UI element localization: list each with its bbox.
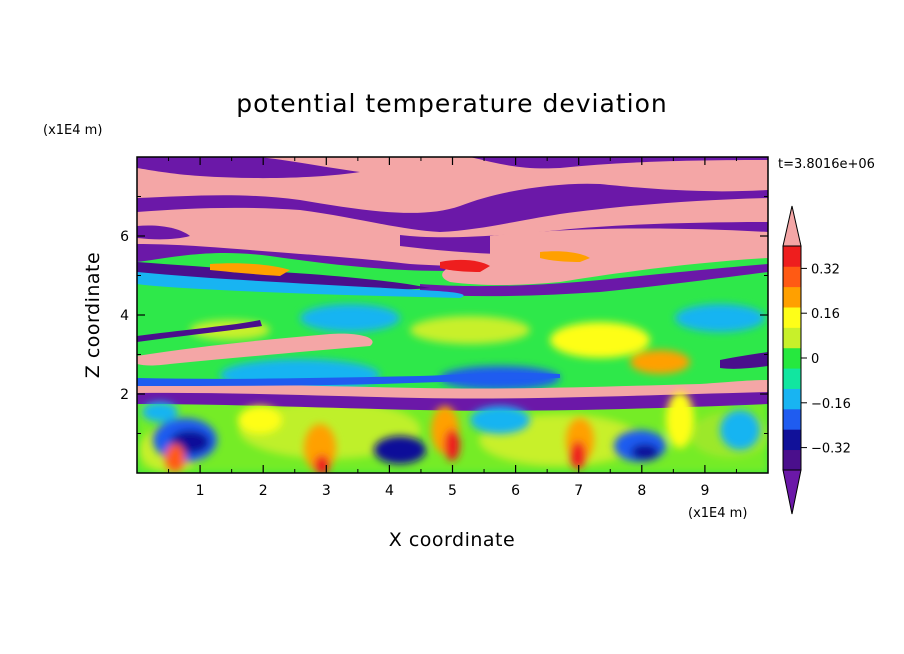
colorbar-band <box>783 388 801 410</box>
x-tick-label: 8 <box>637 483 646 499</box>
x-tick-label: 4 <box>385 483 394 499</box>
x-axis: 1 2 3 4 5 6 7 8 9 <box>168 157 737 499</box>
colorbar-band <box>783 307 801 328</box>
colorbar-tick-label: −0.32 <box>811 442 851 457</box>
colorbar-under-arrow <box>782 469 802 515</box>
colorbar-over-arrow <box>782 205 802 247</box>
x-tick-label: 3 <box>322 483 331 499</box>
x-axis-label: X coordinate <box>389 529 515 551</box>
x-tick-label: 1 <box>196 483 205 499</box>
x-tick-label: 6 <box>511 483 520 499</box>
colorbar-tick-label: 0 <box>811 352 819 367</box>
x-tick-label: 5 <box>448 483 457 499</box>
y-axis-unit: (x1E4 m) <box>43 123 102 138</box>
x-tick-label: 7 <box>574 483 583 499</box>
time-label: t=3.8016e+06 <box>778 157 875 172</box>
x-axis-unit: (x1E4 m) <box>688 506 747 521</box>
colorbar-band <box>783 347 801 369</box>
x-tick-label: 9 <box>700 483 709 499</box>
colorbar-band <box>783 266 801 288</box>
x-tick-label: 2 <box>259 483 268 499</box>
chart-title: potential temperature deviation <box>236 89 667 118</box>
colorbar: 0.32 0.16 0 −0.16 −0.32 <box>782 205 851 515</box>
y-tick-label: 2 <box>120 387 129 403</box>
colorbar-tick-label: 0.16 <box>811 307 840 322</box>
colorbar-tick-label: −0.16 <box>811 397 851 412</box>
colorbar-band <box>783 286 801 308</box>
colorbar-band <box>783 368 801 389</box>
y-axis-label: Z coordinate <box>82 252 104 378</box>
colorbar-band <box>783 246 801 267</box>
colorbar-band <box>783 408 801 430</box>
y-tick-label: 4 <box>120 308 129 324</box>
y-tick-label: 6 <box>120 229 129 245</box>
colorbar-band <box>783 429 801 451</box>
colorbar-band <box>783 449 801 471</box>
contour-field <box>137 157 768 473</box>
colorbar-tick-label: 0.32 <box>811 262 840 277</box>
y-axis: 2 4 6 <box>120 196 768 434</box>
colorbar-band <box>783 327 801 349</box>
